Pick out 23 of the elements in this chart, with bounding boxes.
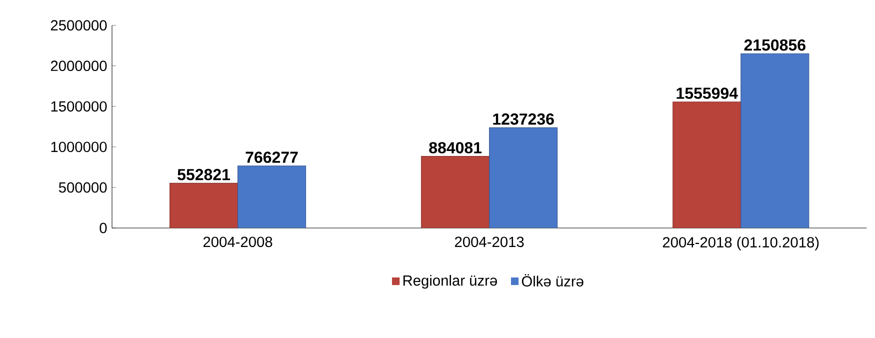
y-tick-label: 1500000 (51, 101, 107, 112)
bar (740, 53, 810, 228)
data-label: 2150856 (744, 39, 806, 51)
y-tick-label: 2000000 (50, 60, 107, 72)
x-tick-label: 2004-2008 (203, 236, 272, 248)
data-label: 552821 (178, 168, 230, 180)
y-tick-label: 500000 (58, 182, 107, 193)
x-tick-label: 2004-2018 (01.10.2018) (662, 236, 819, 250)
y-tick-label: 0 (100, 222, 107, 234)
bar (421, 156, 490, 228)
legend-label: Regionlar üzrə (403, 274, 497, 289)
data-label: 1237236 (493, 113, 554, 125)
bar (489, 127, 558, 228)
legend-label: Ölkə üzrə (522, 274, 584, 287)
data-label: 1555994 (676, 88, 738, 99)
data-label: 766277 (246, 152, 298, 163)
bar (238, 166, 306, 228)
bar (170, 182, 238, 228)
y-tick-label: 2500000 (50, 20, 107, 31)
y-tick-label: 1000000 (51, 142, 107, 152)
bar (672, 102, 742, 228)
x-tick-label: 2004-2013 (455, 236, 524, 248)
data-label: 884081 (429, 142, 482, 154)
